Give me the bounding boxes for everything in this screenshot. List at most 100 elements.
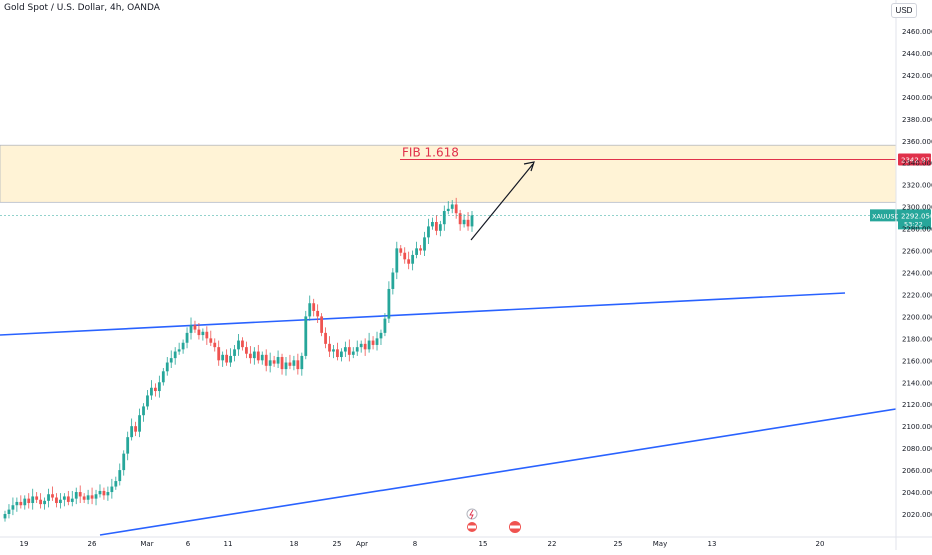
- candle-body: [375, 338, 379, 345]
- candle-body: [328, 343, 331, 352]
- candle-body: [11, 505, 15, 510]
- candle-body: [347, 347, 351, 355]
- price-tick-label: 2440.000: [902, 50, 932, 58]
- candle-body: [205, 331, 209, 339]
- candle-body: [114, 481, 118, 487]
- candle-body: [296, 360, 300, 370]
- candle-body: [288, 362, 292, 366]
- time-tick-label: 15: [479, 540, 488, 548]
- candle-body: [126, 437, 130, 454]
- candle-body: [221, 354, 225, 361]
- candle-body: [336, 349, 339, 358]
- us-flag-stripe-icon: [510, 525, 520, 529]
- candle-body: [197, 329, 201, 336]
- fib-zone-box: [0, 144, 897, 203]
- candle-body: [134, 426, 138, 432]
- fib-zone: [0, 144, 897, 203]
- trend-lines: [0, 292, 897, 536]
- time-tick-label: Mar: [140, 540, 153, 548]
- candle-body: [415, 248, 418, 255]
- time-tick-label: 6: [186, 540, 191, 548]
- candle-body: [177, 349, 181, 352]
- candle-body: [434, 222, 438, 231]
- candle-body: [66, 496, 70, 502]
- price-tick-label: 2200.000: [902, 313, 932, 321]
- candle-body: [343, 347, 347, 352]
- price-tick-label: 2460.000: [902, 28, 932, 36]
- candle-body: [7, 509, 11, 514]
- candle-body: [130, 426, 134, 438]
- currency-button[interactable]: USD: [891, 3, 917, 18]
- price-tick-label: 2240.000: [902, 270, 932, 278]
- last-price-tag: [898, 209, 931, 230]
- candle-body: [427, 226, 430, 238]
- candle-body: [185, 332, 189, 343]
- candle-body: [43, 500, 46, 505]
- candle-body: [300, 355, 304, 370]
- us-flag-stripe-icon: [468, 525, 476, 529]
- candle-body: [169, 358, 173, 363]
- candle-body: [150, 387, 153, 396]
- time-tick-label: 18: [290, 540, 299, 548]
- price-axis: 2020.000 2040.000 2060.000 2080.000 2100.000…: [895, 0, 932, 550]
- candle-body: [450, 204, 454, 209]
- projection-arrow: [470, 163, 534, 241]
- candle-body: [229, 355, 232, 363]
- fib-label: FIB 1.618: [402, 145, 459, 159]
- candle-body: [308, 303, 312, 317]
- time-tick-label: 20: [816, 540, 825, 548]
- candle-body: [106, 492, 110, 496]
- candle-body: [438, 224, 442, 231]
- candle-body: [245, 347, 248, 354]
- price-tick-label: 2300.000: [902, 204, 932, 212]
- candle-body: [74, 492, 78, 499]
- price-tick-label: 2160.000: [902, 357, 932, 365]
- candle-body: [217, 347, 221, 361]
- candle-body: [59, 499, 62, 504]
- price-tick-label: 2100.000: [902, 423, 932, 431]
- price-tick-label: 2140.000: [902, 379, 932, 387]
- candle-body: [237, 340, 240, 350]
- upper-trend-line: [0, 292, 846, 336]
- time-tick-label: 19: [20, 540, 29, 548]
- chart-title: Gold Spot / U.S. Dollar, 4h, OANDA: [4, 3, 160, 13]
- candle-body: [209, 338, 213, 343]
- candle-body: [276, 357, 280, 364]
- candle-body: [411, 254, 415, 264]
- candle-body: [201, 331, 205, 336]
- lightning-event-icon[interactable]: [466, 508, 478, 520]
- candle-body: [3, 514, 7, 519]
- candle-body: [280, 357, 284, 370]
- candle-body: [423, 237, 426, 251]
- candle-body: [189, 325, 193, 333]
- price-tick-label: 2180.000: [902, 335, 932, 343]
- price-tick-label: 2040.000: [902, 489, 932, 497]
- candle-body: [339, 351, 343, 358]
- price-tick-label: 2320.000: [902, 182, 932, 190]
- candle-body: [94, 494, 98, 499]
- price-tick-label: 2340.000: [902, 160, 932, 168]
- price-tick-label: 2080.000: [902, 445, 932, 453]
- price-tick-label: 2020.000: [902, 511, 932, 519]
- candle-body: [15, 501, 19, 506]
- price-tick-label: 2380.000: [902, 116, 932, 124]
- time-tick-label: 13: [708, 540, 717, 548]
- candle-body: [324, 332, 327, 344]
- candles: [3, 197, 474, 522]
- candle-body: [359, 343, 363, 348]
- candle-body: [399, 248, 403, 253]
- candle-body: [316, 310, 320, 317]
- candle-body: [442, 211, 446, 225]
- price-tick-label: 2360.000: [902, 138, 932, 146]
- price-tick-label: 2400.000: [902, 94, 932, 102]
- candle-body: [387, 288, 391, 319]
- time-tick-label: 22: [548, 540, 557, 548]
- candle-body: [383, 318, 387, 333]
- time-tick-label: 8: [413, 540, 417, 548]
- candle-body: [395, 248, 399, 273]
- candle-body: [98, 490, 102, 495]
- symbol-label: XAUUSD: [872, 212, 900, 220]
